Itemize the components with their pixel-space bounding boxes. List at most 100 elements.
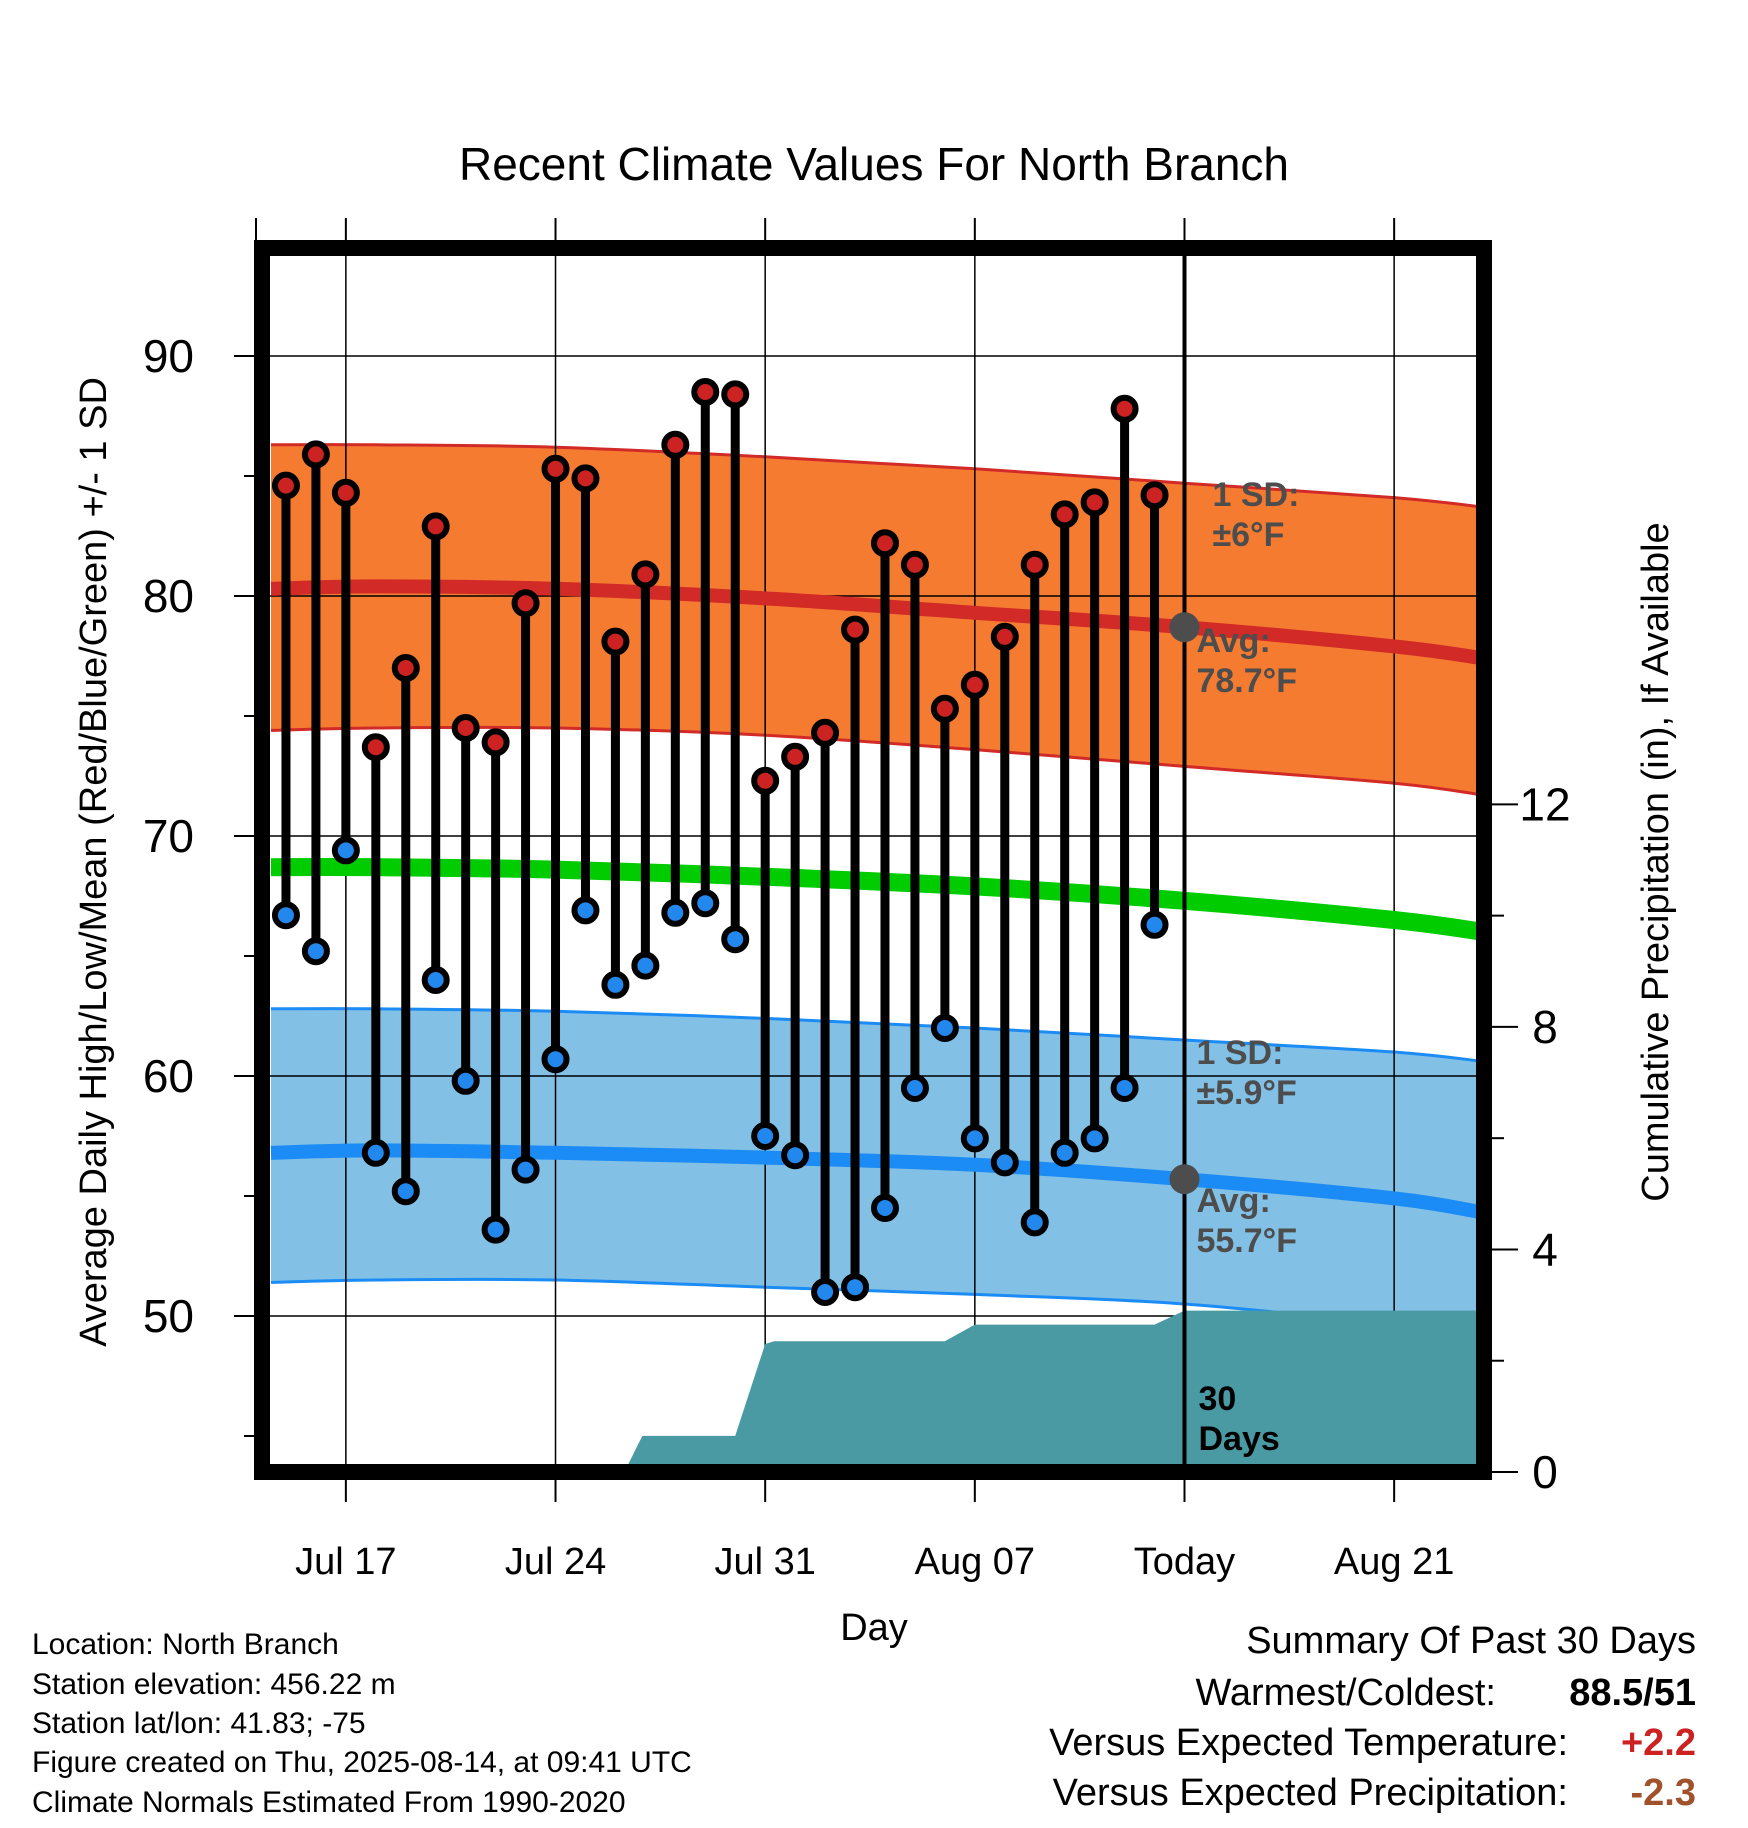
daily-low-point xyxy=(841,1273,870,1302)
daily-high-point xyxy=(781,742,810,771)
daily-high-point xyxy=(481,728,510,757)
summary-precip-label: Versus Expected Precipitation: xyxy=(1052,1772,1568,1814)
chart-title: Recent Climate Values For North Branch xyxy=(459,138,1289,190)
precipitation-area xyxy=(270,1310,1484,1472)
low-sd-label-line-2: ±5.9°F xyxy=(1196,1074,1296,1112)
info-normals: Climate Normals Estimated From 1990-2020 xyxy=(32,1786,626,1819)
info-latlon: Station lat/lon: 41.83; -75 xyxy=(32,1707,366,1740)
daily-low-point xyxy=(571,896,600,925)
daily-stems xyxy=(281,392,1160,1292)
daily-low-point xyxy=(1140,910,1169,939)
y-tick-label-left: 80 xyxy=(143,570,194,622)
daily-high-point xyxy=(1140,481,1169,510)
daily-low-point xyxy=(781,1141,810,1170)
daily-low-point xyxy=(361,1138,390,1167)
daily-low-point xyxy=(391,1177,420,1206)
daily-high-point xyxy=(541,454,570,483)
daily-high-point xyxy=(900,550,929,579)
daily-high-point xyxy=(661,430,690,459)
daily-high-point xyxy=(1050,500,1079,529)
x-tick-label: Today xyxy=(1134,1541,1235,1583)
daily-high-point xyxy=(631,560,660,589)
y-tick-label-right: 0 xyxy=(1532,1446,1558,1498)
y-tick-label-left: 60 xyxy=(143,1050,194,1102)
daily-low-point xyxy=(811,1278,840,1306)
daily-points xyxy=(271,378,1169,1306)
daily-high-point xyxy=(870,529,899,558)
daily-low-point xyxy=(451,1066,480,1095)
x-tick-label: Jul 24 xyxy=(505,1541,606,1583)
daily-high-point xyxy=(301,440,330,469)
info-created: Figure created on Thu, 2025-08-14, at 09… xyxy=(32,1746,692,1779)
daily-high-point xyxy=(960,670,989,699)
summary-title: Summary Of Past 30 Days xyxy=(1246,1620,1696,1662)
y-axis-label-right: Cumulative Precipitation (in), If Availa… xyxy=(1635,522,1677,1201)
daily-low-point xyxy=(301,937,330,966)
daily-low-point xyxy=(870,1194,899,1222)
high-sd-band xyxy=(270,444,1484,796)
daily-low-point xyxy=(421,966,450,994)
axes: 50 60 70 80 90 0 4 8 12 Jul 17 Jul 24 Jul 31 Aug 07 T… xyxy=(143,218,1571,1583)
daily-high-point xyxy=(751,766,780,795)
normal-bands xyxy=(270,443,1485,1344)
daily-mean-line xyxy=(270,858,1486,941)
daily-low-point xyxy=(960,1124,989,1153)
summary-temp-label: Versus Expected Temperature: xyxy=(1049,1722,1568,1764)
daily-high-point xyxy=(601,627,630,656)
y-tick-label-left: 70 xyxy=(143,810,194,862)
high-avg-today-marker xyxy=(1169,612,1200,643)
daily-low-point xyxy=(541,1045,570,1074)
daily-low-point xyxy=(601,970,630,999)
daily-low-point xyxy=(1110,1074,1139,1102)
daily-low-point xyxy=(331,836,360,865)
x-tick-label: Jul 31 xyxy=(714,1541,815,1583)
low-sd-band xyxy=(270,1008,1484,1343)
high-sd-label-line-1: 1 SD: xyxy=(1212,476,1299,514)
high-sd-upper-edge xyxy=(270,443,1485,509)
x-tick-label: Aug 21 xyxy=(1334,1541,1454,1583)
daily-low-point xyxy=(271,901,300,930)
x-tick-label: Jul 17 xyxy=(295,1541,396,1583)
y-tick-label-left: 90 xyxy=(143,330,194,382)
plot-frame xyxy=(254,240,1492,1480)
daily-low-point xyxy=(721,925,750,954)
daily-high-point xyxy=(841,615,870,644)
low-avg-label-line-1: Avg: xyxy=(1196,1182,1270,1220)
y-tick-label-right: 12 xyxy=(1519,778,1570,830)
daily-low-point xyxy=(691,889,720,918)
high-avg-label-line-2: 78.7°F xyxy=(1196,662,1297,700)
daily-high-point xyxy=(1080,488,1109,517)
daily-low-point xyxy=(661,898,690,927)
daily-low-point xyxy=(1050,1138,1079,1167)
daily-high-point xyxy=(811,718,840,747)
low-sd-label-line-1: 1 SD: xyxy=(1196,1034,1283,1072)
info-location: Location: North Branch xyxy=(32,1628,339,1661)
y-tick-label-right: 8 xyxy=(1532,1001,1558,1053)
daily-high-point xyxy=(331,478,360,507)
y-axis-label-left: Average Daily High/Low/Mean (Red/Blue/Gr… xyxy=(73,377,115,1347)
low-avg-today-marker xyxy=(1169,1164,1200,1195)
daily-high-point xyxy=(571,464,600,493)
low-mean-line xyxy=(270,1143,1486,1220)
summary-warm-cold-value: 88.5/51 xyxy=(1569,1672,1696,1714)
low-avg-label-line-2: 55.7°F xyxy=(1196,1222,1297,1260)
summary-warm-cold-label: Warmest/Coldest: xyxy=(1195,1672,1496,1714)
daily-low-point xyxy=(481,1215,510,1244)
high-sd-label-line-2: ±6°F xyxy=(1212,516,1284,554)
daily-high-point xyxy=(721,380,750,409)
x-axis-label: Day xyxy=(840,1607,908,1649)
daily-low-point xyxy=(1080,1124,1109,1153)
daily-high-point xyxy=(451,714,480,742)
daily-high-point xyxy=(391,654,420,682)
daily-high-point xyxy=(1020,550,1049,579)
summary-temp-value: +2.2 xyxy=(1620,1722,1696,1764)
daily-high-point xyxy=(930,694,959,723)
daily-low-point xyxy=(1020,1208,1049,1237)
summary-precip-value: -2.3 xyxy=(1630,1772,1696,1814)
daily-low-point xyxy=(930,1014,959,1042)
normal-mean-lines xyxy=(270,579,1486,1220)
high-mean-line xyxy=(270,579,1485,666)
low-sd-upper-edge xyxy=(270,1007,1485,1064)
daily-low-point xyxy=(751,1122,780,1150)
